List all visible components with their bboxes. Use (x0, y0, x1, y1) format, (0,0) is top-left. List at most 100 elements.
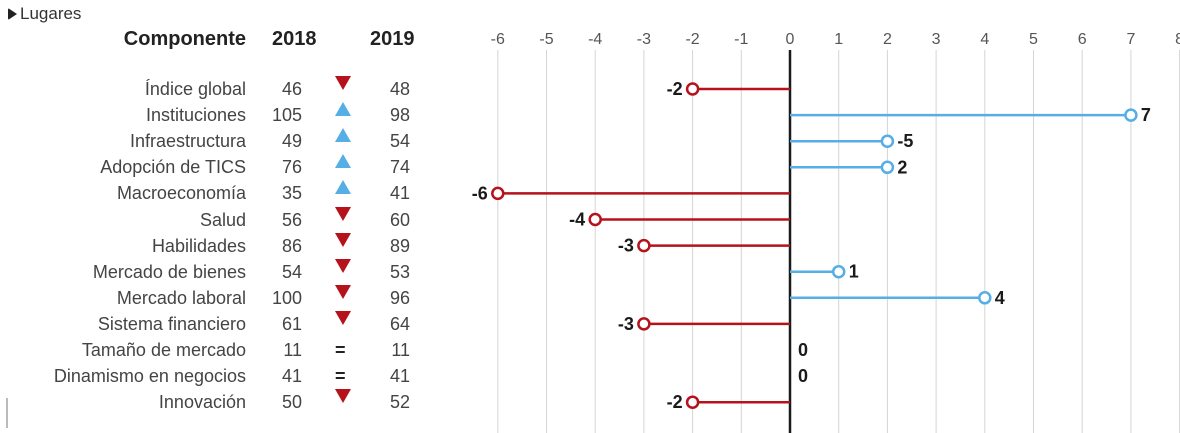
data-label: 1 (849, 262, 859, 282)
triangle-down-icon (335, 232, 351, 247)
value-2019: 41 (389, 366, 410, 387)
value-2018: 35 (281, 183, 302, 204)
value-2019: 89 (389, 235, 410, 256)
x-tick-label: 2 (883, 31, 892, 48)
header-year-2018: 2018 (272, 28, 317, 50)
row-label: Mercado de bienes (92, 261, 246, 282)
table-row: Instituciones 105 98 (0, 102, 440, 128)
lollipop-dot (880, 160, 895, 175)
x-tick-label: -5 (539, 31, 553, 48)
row-label: Instituciones (145, 105, 246, 126)
value-2019: 60 (389, 209, 410, 230)
header-year-2019: 2019 (370, 28, 415, 50)
lollipop-dot (978, 291, 992, 305)
value-2018: 54 (281, 261, 302, 282)
value-2018: 11 (283, 340, 302, 360)
value-2019: 98 (389, 105, 410, 126)
row-label: Adopción de TICS (100, 157, 246, 178)
lollipop-dot (637, 317, 651, 331)
row-label: Dinamismo en negocios (53, 366, 246, 387)
triangle-down-icon (335, 284, 351, 299)
x-tick-label: -2 (685, 31, 699, 48)
lollipop-dot (880, 134, 895, 148)
x-tick-label: 7 (1126, 31, 1135, 48)
value-2019: 54 (389, 131, 410, 152)
x-tick-label: -1 (734, 31, 748, 48)
table-row: Sistema financiero 61 64 (0, 310, 440, 337)
triangle-up-icon (335, 180, 351, 195)
row-label: Tamaño de mercado (81, 340, 246, 360)
triangle-up-icon (335, 102, 351, 117)
data-label: -3 (618, 314, 634, 334)
x-tick-label: 4 (980, 31, 989, 48)
row-label: Habilidades (151, 235, 246, 256)
data-label: -5 (897, 131, 913, 151)
left-divider (6, 398, 8, 428)
lollipop-dot (831, 264, 846, 279)
row-label: Mercado laboral (116, 287, 246, 308)
value-2018: 50 (281, 392, 302, 413)
lollipop-dot (491, 186, 505, 201)
table-row: Salud 56 60 (0, 206, 440, 233)
lollipop-dot (685, 395, 700, 409)
value-2018: 105 (271, 105, 302, 126)
value-2019: 52 (389, 392, 410, 413)
lollipop-dot (588, 212, 602, 227)
data-label: 0 (798, 366, 808, 386)
triangle-down-icon (335, 310, 351, 325)
data-label: -4 (569, 210, 585, 230)
value-2019: 41 (389, 183, 410, 204)
table-row: Infraestructura 49 54 (0, 128, 440, 154)
lollipop-dot (685, 82, 700, 96)
value-2018: 41 (281, 366, 302, 387)
data-label: 4 (995, 288, 1005, 308)
data-label: 2 (897, 157, 907, 177)
value-2019: 48 (389, 79, 410, 99)
legend: Lugares (8, 4, 81, 24)
triangle-up-icon (335, 154, 351, 169)
table-row: Dinamismo en negocios 41 = 41 (0, 363, 440, 389)
table-row: Adopción de TICS 76 74 (0, 154, 440, 180)
x-tick-label: 8 (1175, 31, 1180, 48)
legend-label: Lugares (20, 4, 82, 23)
equal-icon: = (335, 366, 346, 387)
value-2018: 46 (281, 79, 302, 99)
row-label: Infraestructura (129, 131, 246, 152)
lollipop-dot (637, 238, 651, 253)
value-2019: 96 (389, 287, 410, 308)
data-label: -2 (667, 79, 683, 99)
x-tick-label: -3 (637, 31, 651, 48)
value-2019: 11 (391, 340, 410, 360)
x-tick-label: 1 (834, 31, 843, 48)
row-label: Sistema financiero (97, 313, 246, 334)
data-label: -3 (618, 236, 634, 256)
value-2019: 74 (389, 157, 410, 178)
value-2018: 56 (281, 209, 302, 230)
row-label: Macroeconomía (116, 183, 246, 204)
triangle-down-icon (335, 258, 351, 273)
x-tick-label: -6 (491, 31, 505, 48)
table-row: Mercado laboral 100 96 (0, 284, 440, 311)
row-label: Innovación (158, 392, 246, 413)
table-row: Macroeconomía 35 41 (0, 180, 440, 206)
triangle-down-icon (335, 76, 351, 90)
data-label: 7 (1141, 105, 1151, 125)
value-2018: 86 (281, 235, 302, 256)
value-2018: 76 (281, 157, 302, 178)
row-label: Índice global (144, 79, 246, 99)
value-2019: 53 (389, 261, 410, 282)
data-label: -2 (667, 392, 683, 412)
data-label: -6 (472, 183, 488, 203)
lollipop-dot (1124, 108, 1138, 122)
triangle-down-icon (335, 206, 351, 221)
table-row: Habilidades 86 89 (0, 232, 440, 259)
x-tick-label: 3 (932, 31, 941, 48)
row-label: Salud (199, 209, 246, 230)
triangle-up-icon (335, 128, 351, 143)
data-label: 0 (798, 340, 808, 360)
table-row: Índice global 46 48 (0, 76, 440, 102)
triangle-down-icon (335, 389, 351, 404)
table-row: Mercado de bienes 54 53 (0, 258, 440, 285)
value-2018: 49 (281, 131, 302, 152)
